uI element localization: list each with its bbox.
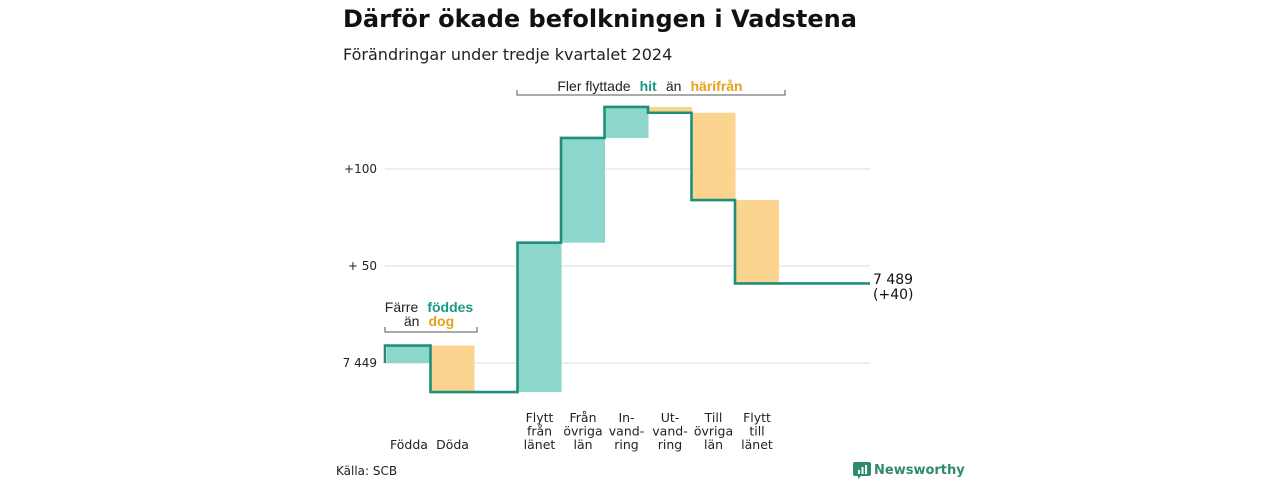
category-label: vand- xyxy=(609,424,644,439)
brand-name: Newsworthy xyxy=(874,463,965,478)
bar-outflow xyxy=(430,345,475,393)
category-label: Flytt xyxy=(743,410,771,425)
category-label: ring xyxy=(658,437,682,452)
source-note: Källa: SCB xyxy=(336,464,397,478)
end-value-label: 7 489 xyxy=(873,272,913,288)
category-label: Till xyxy=(704,410,723,425)
bar-outflow xyxy=(648,106,692,113)
category-label: Flytt xyxy=(526,410,554,425)
bars xyxy=(387,106,779,393)
bar-inflow xyxy=(517,242,562,393)
moves-annotation: Fler flyttade hit än härifrån xyxy=(516,76,786,96)
category-label: övriga xyxy=(563,424,602,439)
y-tick-label: + 50 xyxy=(348,259,377,273)
bar-inflow xyxy=(387,345,431,363)
births-annotation-line1: Färre föddes xyxy=(385,297,474,316)
category-label: In- xyxy=(618,410,634,425)
category-label: länet xyxy=(524,437,556,452)
category-label: län xyxy=(704,437,723,452)
y-tick-label: +100 xyxy=(344,162,377,176)
category-label: län xyxy=(573,437,592,452)
newsworthy-logo: Newsworthy xyxy=(853,462,965,479)
category-label: Födda xyxy=(390,437,428,452)
moves-bracket xyxy=(516,90,786,96)
category-label: Från xyxy=(569,410,596,425)
births-annotation-line2: än dog xyxy=(404,311,454,330)
end-change-label: (+40) xyxy=(873,287,913,303)
bar-outflow xyxy=(735,200,779,284)
chart-subtitle: Förändringar under tredje kvartalet 2024 xyxy=(343,45,672,64)
category-labels: Födda DödaFlyttfrånlänetFrånövrigalänIn-v… xyxy=(390,410,773,452)
gridlines: 7 449 + 50 +100 xyxy=(343,162,870,370)
births-annotation: Färre föddes än dog xyxy=(384,297,478,333)
category-label: Döda xyxy=(436,437,469,452)
category-label: Ut- xyxy=(661,410,680,425)
moves-annotation-text: Fler flyttade hit än härifrån xyxy=(557,76,742,95)
category-label: från xyxy=(527,424,552,439)
step-line xyxy=(383,105,870,394)
category-label: till xyxy=(749,424,764,439)
category-label: länet xyxy=(741,437,773,452)
y-tick-label: 7 449 xyxy=(343,356,377,370)
category-label: ring xyxy=(614,437,638,452)
chart-title: Därför ökade befolkningen i Vadstena xyxy=(343,5,857,33)
bar-inflow xyxy=(561,137,605,243)
bar-outflow xyxy=(691,112,736,201)
births-bracket xyxy=(384,327,478,333)
chart-icon xyxy=(853,462,871,479)
step-line-group xyxy=(383,105,870,394)
category-label: vand- xyxy=(652,424,687,439)
bar-inflow xyxy=(604,106,649,138)
category-label: övriga xyxy=(694,424,733,439)
